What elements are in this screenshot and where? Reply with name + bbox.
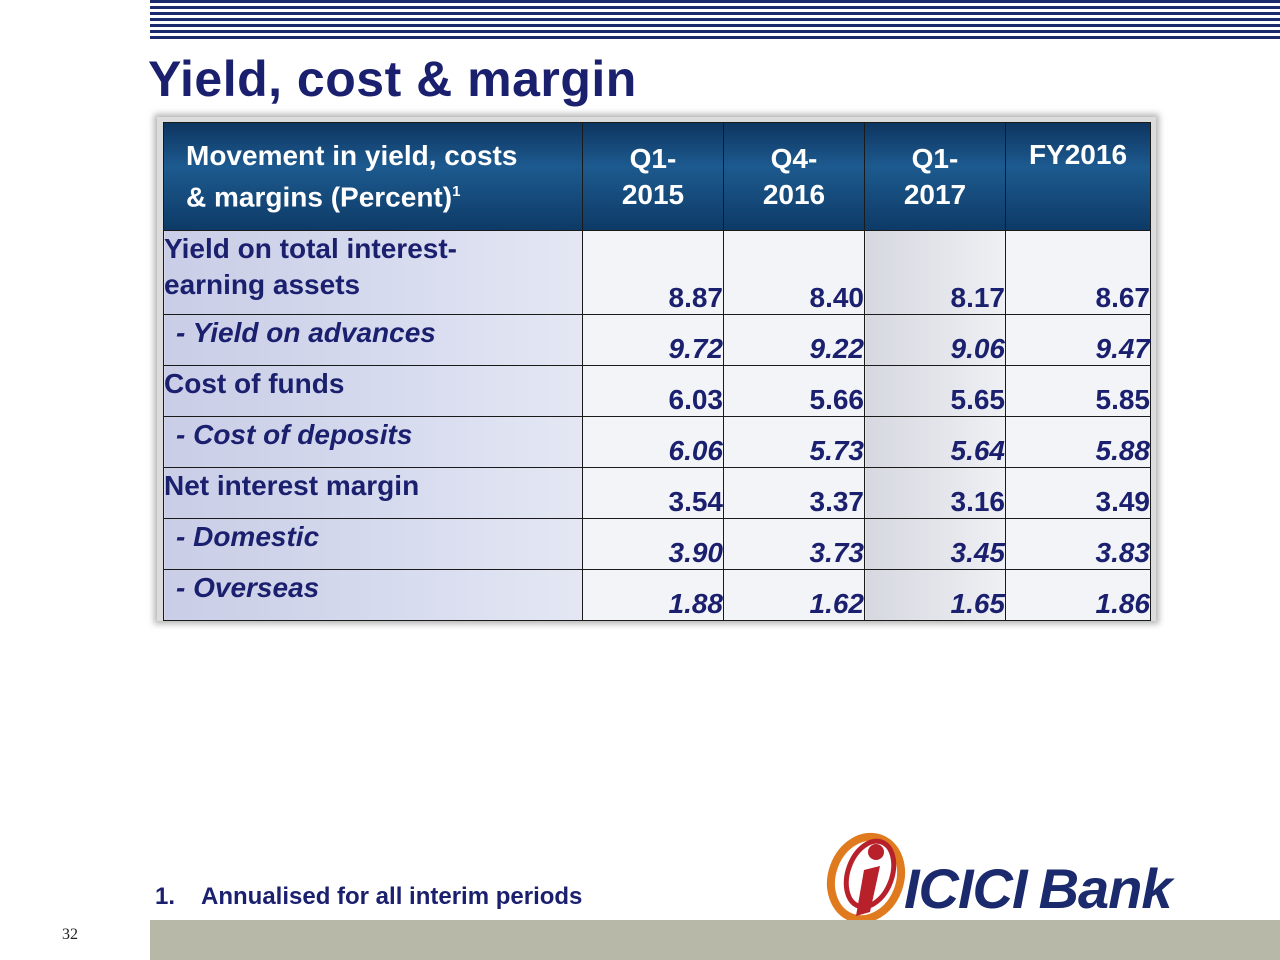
- table-cell-value: 3.73: [723, 518, 865, 570]
- table-cell-value: 8.40: [723, 230, 865, 315]
- header-col-line1: Q4-: [770, 142, 818, 174]
- table-row: - Yield on advances 9.72 9.22 9.06 9.47: [163, 314, 1151, 366]
- footnote-number: 1.: [155, 883, 176, 910]
- header-label-line1: Movement in yield, costs: [186, 139, 518, 171]
- header-label-line2: & margins (Percent): [186, 181, 453, 213]
- table-cell-value: 1.65: [864, 569, 1006, 621]
- icici-i-swoosh-icon: [826, 832, 906, 924]
- table-cell-value: 1.88: [582, 569, 724, 621]
- table-cell-value: 9.22: [723, 314, 865, 366]
- table-row: - Domestic 3.90 3.73 3.45 3.83: [163, 518, 1151, 570]
- page-number: 32: [62, 926, 78, 943]
- table-row: Yield on total interest-earning assets 8…: [163, 230, 1151, 315]
- logo-name: ICICI: [904, 857, 1028, 920]
- logo-suffix: Bank: [1038, 857, 1173, 920]
- row-label-yield-total: Yield on total interest-earning assets: [163, 230, 583, 315]
- table-cell-value: 5.85: [1005, 365, 1151, 417]
- row-label-overseas: - Overseas: [163, 569, 583, 621]
- table-cell-value: 3.90: [582, 518, 724, 570]
- table-cell-value: 3.49: [1005, 467, 1151, 519]
- table-cell-value: 8.67: [1005, 230, 1151, 315]
- row-label-line2: earning assets: [164, 269, 361, 300]
- table-row: - Cost of deposits 6.06 5.73 5.64 5.88: [163, 416, 1151, 468]
- table-cell-value: 5.64: [864, 416, 1006, 468]
- table-cell-value: 1.62: [723, 569, 865, 621]
- table-cell-value: 8.87: [582, 230, 724, 315]
- table-cell-value: 9.06: [864, 314, 1006, 366]
- header-label-cell: Movement in yield, costs & margins (Perc…: [163, 122, 583, 231]
- header-col-q1-2017: Q1- 2017: [864, 122, 1006, 231]
- table-cell-value: 3.54: [582, 467, 724, 519]
- table-cell-value: 3.83: [1005, 518, 1151, 570]
- table-cell-value: 5.66: [723, 365, 865, 417]
- table-cell-value: 6.06: [582, 416, 724, 468]
- row-label-domestic: - Domestic: [163, 518, 583, 570]
- header-col-line2: 2017: [903, 178, 967, 210]
- table-cell-value: 5.73: [723, 416, 865, 468]
- table-cell-value: 3.37: [723, 467, 865, 519]
- table-cell-value: 8.17: [864, 230, 1006, 315]
- table-header-row: Movement in yield, costs & margins (Perc…: [163, 122, 1151, 231]
- header-col-fy2016: FY2016: [1005, 122, 1151, 231]
- header-col-line1: Q1-: [629, 142, 677, 174]
- table-cell-value: 6.03: [582, 365, 724, 417]
- table-row: Cost of funds 6.03 5.66 5.65 5.85: [163, 365, 1151, 417]
- footer-bar: [150, 920, 1280, 960]
- table-cell-value: 3.16: [864, 467, 1006, 519]
- footnote-text: Annualised for all interim periods: [201, 883, 583, 910]
- table-cell-value: 5.88: [1005, 416, 1151, 468]
- slide-title: Yield, cost & margin: [148, 51, 637, 107]
- table-row: - Overseas 1.88 1.62 1.65 1.86: [163, 569, 1151, 621]
- logo-wordmark: ICICI Bank: [904, 856, 1172, 921]
- footnote: 1. Annualised for all interim periods: [155, 883, 582, 911]
- header-label-footnote-marker: 1: [452, 182, 461, 200]
- row-label-cost-deposits: - Cost of deposits: [163, 416, 583, 468]
- table-cell-value: 3.45: [864, 518, 1006, 570]
- table-row: Net interest margin 3.54 3.37 3.16 3.49: [163, 467, 1151, 519]
- top-stripes-decoration: [150, 0, 1280, 40]
- header-col-line2: 2015: [621, 178, 685, 210]
- row-label-line1: Yield on total interest-: [164, 233, 457, 264]
- table-frame: Movement in yield, costs & margins (Perc…: [157, 117, 1156, 621]
- header-col-q1-2015: Q1- 2015: [582, 122, 724, 231]
- row-label-cost-funds: Cost of funds: [163, 365, 583, 417]
- header-col-line2: 2016: [762, 178, 826, 210]
- row-label-nim: Net interest margin: [163, 467, 583, 519]
- table-cell-value: 1.86: [1005, 569, 1151, 621]
- header-col-q4-2016: Q4- 2016: [723, 122, 865, 231]
- table-cell-value: 9.47: [1005, 314, 1151, 366]
- table-cell-value: 5.65: [864, 365, 1006, 417]
- row-label-yield-advances: - Yield on advances: [163, 314, 583, 366]
- icici-bank-logo: ICICI Bank: [826, 826, 1256, 926]
- yield-cost-margin-table: Movement in yield, costs & margins (Perc…: [163, 122, 1151, 621]
- header-col-line1: Q1-: [911, 142, 959, 174]
- header-col-line1: FY2016: [1028, 139, 1128, 170]
- table-cell-value: 9.72: [582, 314, 724, 366]
